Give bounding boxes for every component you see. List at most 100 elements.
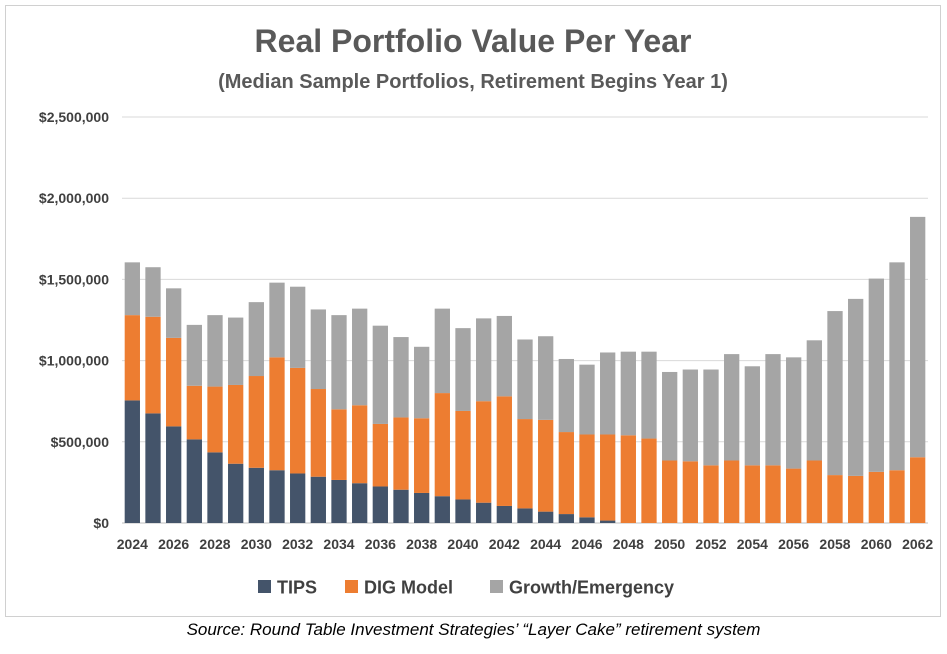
y-tick-label: $0 — [93, 515, 109, 531]
bar-segment-dig-model-2038 — [414, 418, 430, 493]
bar-segment-growth-emergency-2042 — [496, 315, 512, 397]
bar-segment-growth-emergency-2047 — [600, 352, 616, 435]
bar-segment-dig-model-2041 — [476, 401, 492, 503]
bar-segment-growth-emergency-2056 — [786, 357, 802, 469]
x-tick-label: 2024 — [117, 536, 148, 552]
x-tick-label: 2050 — [654, 536, 685, 552]
bar-segment-growth-emergency-2038 — [414, 346, 430, 419]
bar-segment-dig-model-2030 — [248, 376, 264, 468]
bar-segment-growth-emergency-2058 — [827, 311, 843, 476]
bar-segment-dig-model-2062 — [910, 457, 926, 523]
bar-segment-tips-2032 — [290, 473, 306, 523]
bar-segment-tips-2044 — [538, 511, 554, 523]
bar-segment-tips-2027 — [186, 439, 202, 523]
bar-segment-dig-model-2024 — [124, 315, 140, 401]
bar-segment-dig-model-2053 — [724, 460, 740, 523]
x-tick-label: 2048 — [613, 536, 644, 552]
bar-segment-tips-2029 — [228, 463, 244, 523]
bar-segment-dig-model-2044 — [538, 419, 554, 512]
y-tick-label: $1,500,000 — [39, 271, 109, 287]
bar-segment-growth-emergency-2041 — [476, 318, 492, 402]
x-tick-label: 2060 — [861, 536, 892, 552]
bar-segment-dig-model-2045 — [558, 432, 574, 515]
bar-segment-dig-model-2034 — [331, 409, 347, 480]
bar-segment-tips-2037 — [393, 489, 409, 523]
bar-segment-growth-emergency-2039 — [434, 308, 450, 394]
bar-segment-growth-emergency-2035 — [352, 308, 368, 406]
bar-segment-dig-model-2055 — [765, 465, 781, 523]
bar-segment-tips-2028 — [207, 452, 223, 523]
bar-segment-dig-model-2061 — [889, 470, 905, 523]
bar-segment-dig-model-2037 — [393, 417, 409, 490]
bar-segment-growth-emergency-2033 — [310, 309, 326, 390]
bar-segment-dig-model-2047 — [600, 434, 616, 521]
bar-segment-growth-emergency-2051 — [682, 369, 698, 462]
bar-segment-dig-model-2054 — [744, 465, 760, 523]
source-note: Source: Round Table Investment Strategie… — [186, 620, 761, 639]
bar-segment-tips-2034 — [331, 479, 347, 523]
bar-segment-growth-emergency-2030 — [248, 302, 264, 377]
x-tick-label: 2042 — [489, 536, 520, 552]
bar-segment-tips-2030 — [248, 467, 264, 523]
bar-segment-growth-emergency-2032 — [290, 286, 306, 368]
legend-label-growth-emergency: Growth/Emergency — [509, 578, 674, 598]
x-tick-label: 2036 — [365, 536, 396, 552]
x-tick-label: 2030 — [241, 536, 272, 552]
legend-swatch-dig-model — [345, 580, 358, 593]
bar-segment-dig-model-2025 — [145, 316, 161, 414]
bar-segment-dig-model-2042 — [496, 396, 512, 506]
bar-segment-dig-model-2033 — [310, 389, 326, 477]
bar-segment-tips-2024 — [124, 400, 140, 523]
bar-segment-dig-model-2032 — [290, 367, 306, 474]
bar-segment-dig-model-2046 — [579, 434, 595, 518]
bar-segment-growth-emergency-2034 — [331, 315, 347, 410]
bar-segment-tips-2039 — [434, 496, 450, 523]
x-tick-label: 2044 — [530, 536, 561, 552]
stacked-bar-chart: Real Portfolio Value Per Year (Median Sa… — [39, 23, 934, 598]
y-tick-label: $2,500,000 — [39, 109, 109, 125]
bar-segment-growth-emergency-2048 — [620, 351, 636, 436]
bar-segment-tips-2042 — [496, 505, 512, 523]
bar-segment-dig-model-2049 — [641, 438, 657, 523]
bar-segment-growth-emergency-2029 — [228, 317, 244, 385]
bar-segment-growth-emergency-2057 — [806, 340, 822, 461]
bar-segment-dig-model-2028 — [207, 386, 223, 453]
bar-segment-growth-emergency-2053 — [724, 354, 740, 461]
bar-segment-growth-emergency-2031 — [269, 282, 285, 358]
bar-segment-dig-model-2043 — [517, 419, 533, 509]
bar-segment-dig-model-2029 — [228, 384, 244, 464]
bar-segment-dig-model-2058 — [827, 475, 843, 523]
bar-segment-growth-emergency-2059 — [848, 298, 864, 476]
bar-segment-tips-2031 — [269, 470, 285, 523]
x-tick-label: 2046 — [571, 536, 602, 552]
bar-segment-growth-emergency-2036 — [372, 325, 388, 424]
x-tick-label: 2054 — [737, 536, 768, 552]
chart-subtitle: (Median Sample Portfolios, Retirement Be… — [218, 71, 728, 93]
bar-segment-dig-model-2039 — [434, 393, 450, 497]
bar-segment-dig-model-2051 — [682, 461, 698, 523]
bar-segment-growth-emergency-2061 — [889, 262, 905, 471]
bar-segment-tips-2043 — [517, 508, 533, 523]
bar-segment-growth-emergency-2045 — [558, 358, 574, 433]
bar-segment-growth-emergency-2044 — [538, 336, 554, 420]
bar-segment-tips-2047 — [600, 520, 616, 523]
x-tick-label: 2034 — [323, 536, 354, 552]
legend-swatch-tips — [258, 580, 271, 593]
bar-segment-tips-2038 — [414, 492, 430, 523]
bar-segment-dig-model-2026 — [166, 337, 182, 427]
bar-segment-dig-model-2048 — [620, 435, 636, 523]
bar-segment-growth-emergency-2025 — [145, 267, 161, 317]
bar-segment-growth-emergency-2054 — [744, 366, 760, 466]
bar-segment-dig-model-2036 — [372, 423, 388, 487]
legend-swatch-growth-emergency — [490, 580, 503, 593]
bar-segment-dig-model-2059 — [848, 475, 864, 523]
bar-segment-growth-emergency-2060 — [868, 278, 884, 472]
y-axis-tick-labels: $0 $500,000 $1,000,000 $1,500,000 $2,000,000… — [39, 109, 109, 531]
y-tick-label: $500,000 — [51, 434, 110, 450]
bar-segment-tips-2026 — [166, 426, 182, 523]
x-tick-label: 2028 — [199, 536, 230, 552]
bar-segment-growth-emergency-2062 — [910, 216, 926, 458]
x-tick-label: 2026 — [158, 536, 189, 552]
bar-segment-growth-emergency-2040 — [455, 328, 471, 411]
bar-segment-dig-model-2040 — [455, 410, 471, 500]
